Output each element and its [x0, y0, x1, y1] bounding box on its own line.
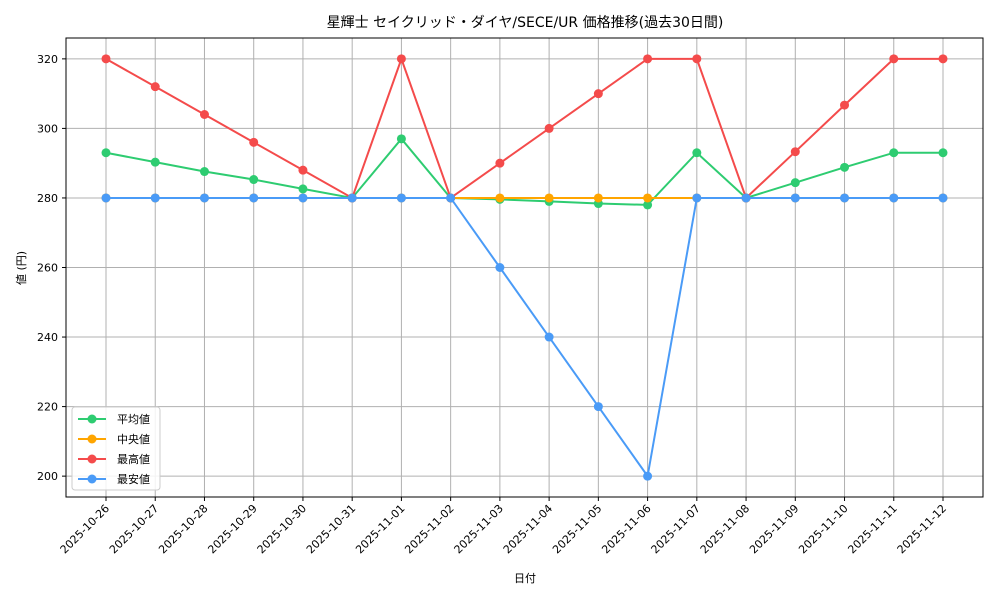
data-point — [298, 184, 308, 194]
series-最安値 — [101, 193, 948, 481]
data-point — [150, 82, 160, 92]
y-tick-label: 260 — [37, 262, 58, 275]
x-tick-label: 2025-11-06 — [599, 502, 653, 556]
data-point — [840, 162, 850, 172]
y-tick-label: 200 — [37, 470, 58, 483]
data-point — [101, 148, 111, 158]
data-point — [396, 193, 406, 203]
data-point — [544, 123, 554, 133]
x-tick-label: 2025-10-28 — [156, 502, 210, 556]
series-line — [105, 137, 943, 206]
data-point — [692, 148, 702, 158]
data-point — [249, 175, 259, 185]
data-point — [840, 193, 850, 203]
legend-marker — [87, 454, 97, 464]
data-point — [593, 193, 603, 203]
data-point — [790, 193, 800, 203]
y-tick-label: 280 — [37, 192, 58, 205]
x-tick-label: 2025-10-31 — [304, 502, 358, 556]
data-point — [446, 193, 456, 203]
x-tick-label: 2025-11-11 — [845, 502, 899, 556]
data-point — [544, 193, 554, 203]
data-point — [199, 167, 209, 177]
data-point — [495, 158, 505, 168]
legend-marker — [87, 474, 97, 484]
data-point — [938, 54, 948, 64]
series-line — [106, 196, 943, 479]
data-point — [150, 193, 160, 203]
x-tick-label: 2025-11-01 — [353, 502, 407, 556]
y-axis-label: 値 (円) — [15, 251, 28, 285]
y-axis-ticks: 200 220 240 260 280 300 320 — [37, 53, 66, 483]
x-tick-label: 2025-10-30 — [255, 502, 309, 556]
data-point — [938, 148, 948, 158]
grid-lines — [66, 38, 983, 497]
data-point — [150, 157, 160, 167]
chart-title: 星輝士 セイクリッド・ダイヤ/SECE/UR 価格推移(過去30日間) — [327, 15, 724, 31]
data-point — [396, 134, 406, 144]
data-point — [643, 200, 653, 210]
legend-marker — [87, 414, 97, 424]
data-point — [692, 193, 702, 203]
data-point — [643, 471, 653, 481]
y-tick-label: 240 — [37, 331, 58, 344]
y-tick-label: 220 — [37, 401, 58, 414]
data-point — [298, 165, 308, 175]
x-axis-label: 日付 — [514, 572, 536, 585]
data-point — [593, 402, 603, 412]
legend-label: 中央値 — [117, 433, 150, 446]
legend-box — [71, 406, 161, 491]
x-tick-label: 2025-11-02 — [402, 502, 456, 556]
data-point — [544, 332, 554, 342]
x-tick-label: 2025-10-27 — [107, 502, 161, 556]
x-tick-label: 2025-11-04 — [501, 502, 555, 556]
data-point — [495, 193, 505, 203]
legend-label: 最高値 — [117, 452, 150, 466]
data-point — [593, 89, 603, 99]
x-tick-label: 2025-11-12 — [895, 502, 949, 556]
data-point — [790, 178, 800, 188]
data-point — [199, 193, 209, 203]
data-point — [643, 193, 653, 203]
x-tick-label: 2025-11-07 — [649, 502, 703, 556]
data-point — [790, 147, 800, 157]
y-tick-label: 320 — [37, 53, 58, 66]
data-point — [643, 54, 653, 64]
data-point — [889, 148, 899, 158]
x-axis-ticks: 2025-10-262025-10-272025-10-282025-10-29… — [58, 497, 949, 556]
series-line — [105, 55, 943, 200]
data-point — [741, 193, 751, 203]
data-point — [298, 193, 308, 203]
x-tick-label: 2025-11-03 — [452, 502, 506, 556]
data-point — [889, 193, 899, 203]
data-point — [396, 54, 406, 64]
x-tick-label: 2025-11-09 — [747, 502, 801, 556]
x-tick-label: 2025-11-08 — [698, 502, 752, 556]
data-point — [840, 100, 850, 110]
legend-label: 平均値 — [117, 413, 150, 426]
legend-marker — [87, 434, 97, 444]
series-最高値 — [101, 54, 948, 203]
y-tick-label: 300 — [37, 122, 58, 135]
legend-label: 最安値 — [117, 472, 150, 486]
data-point — [495, 263, 505, 272]
x-tick-label: 2025-11-10 — [796, 502, 850, 556]
x-tick-label: 2025-10-26 — [58, 502, 112, 556]
data-point — [199, 110, 209, 119]
series-lines — [101, 54, 948, 481]
data-point — [249, 193, 259, 203]
data-point — [692, 54, 702, 64]
x-tick-label: 2025-11-05 — [550, 502, 604, 556]
data-point — [249, 137, 259, 147]
data-point — [101, 54, 111, 64]
data-point — [101, 193, 111, 203]
x-tick-label: 2025-10-29 — [205, 502, 259, 556]
data-point — [938, 193, 948, 203]
data-point — [347, 193, 357, 203]
data-point — [889, 54, 899, 64]
